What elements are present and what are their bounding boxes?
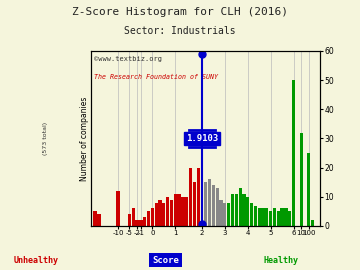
Bar bbox=[273, 208, 276, 226]
Bar bbox=[170, 200, 173, 226]
Text: Healthy: Healthy bbox=[263, 256, 298, 265]
Bar bbox=[227, 202, 230, 226]
Bar bbox=[231, 194, 234, 226]
Bar bbox=[128, 214, 131, 226]
Bar bbox=[189, 168, 192, 226]
Bar bbox=[116, 191, 120, 226]
Bar bbox=[204, 182, 207, 226]
Bar bbox=[265, 208, 269, 226]
Bar bbox=[162, 202, 166, 226]
Bar bbox=[258, 208, 261, 226]
Bar bbox=[208, 179, 211, 226]
Bar bbox=[94, 211, 97, 226]
Bar bbox=[284, 208, 288, 226]
Bar bbox=[193, 182, 196, 226]
Text: Unhealthy: Unhealthy bbox=[14, 256, 58, 265]
Bar bbox=[269, 211, 272, 226]
Bar bbox=[181, 197, 185, 226]
Bar bbox=[132, 208, 135, 226]
Bar bbox=[185, 197, 188, 226]
Bar bbox=[151, 208, 154, 226]
Text: 1.9103: 1.9103 bbox=[186, 134, 218, 143]
Bar bbox=[277, 211, 280, 226]
Y-axis label: Number of companies: Number of companies bbox=[80, 96, 89, 181]
Bar bbox=[220, 200, 223, 226]
Bar bbox=[250, 202, 253, 226]
Bar bbox=[288, 211, 291, 226]
Bar bbox=[300, 133, 303, 226]
Bar bbox=[174, 194, 177, 226]
Bar bbox=[246, 197, 249, 226]
Bar bbox=[242, 194, 246, 226]
Bar bbox=[166, 197, 169, 226]
Bar bbox=[216, 188, 219, 226]
Bar bbox=[261, 208, 265, 226]
Bar bbox=[311, 220, 314, 226]
Text: Score: Score bbox=[152, 256, 179, 265]
Bar bbox=[239, 188, 242, 226]
Bar bbox=[212, 185, 215, 226]
Bar bbox=[177, 194, 181, 226]
Bar bbox=[139, 220, 143, 226]
Bar bbox=[143, 217, 147, 226]
Text: The Research Foundation of SUNY: The Research Foundation of SUNY bbox=[94, 74, 217, 80]
Bar bbox=[158, 200, 162, 226]
Bar bbox=[223, 202, 226, 226]
Bar bbox=[280, 208, 284, 226]
Bar bbox=[197, 168, 200, 226]
Text: Sector: Industrials: Sector: Industrials bbox=[124, 26, 236, 36]
Bar bbox=[292, 80, 295, 226]
Bar bbox=[201, 223, 204, 226]
Bar bbox=[154, 202, 158, 226]
Bar bbox=[97, 214, 100, 226]
Text: Z-Score Histogram for CLH (2016): Z-Score Histogram for CLH (2016) bbox=[72, 7, 288, 17]
Bar bbox=[135, 220, 139, 226]
Bar bbox=[254, 205, 257, 226]
Bar bbox=[307, 153, 310, 226]
Text: (573 total): (573 total) bbox=[43, 122, 48, 155]
Bar bbox=[147, 211, 150, 226]
Text: ©www.textbiz.org: ©www.textbiz.org bbox=[94, 56, 162, 62]
Bar bbox=[235, 194, 238, 226]
